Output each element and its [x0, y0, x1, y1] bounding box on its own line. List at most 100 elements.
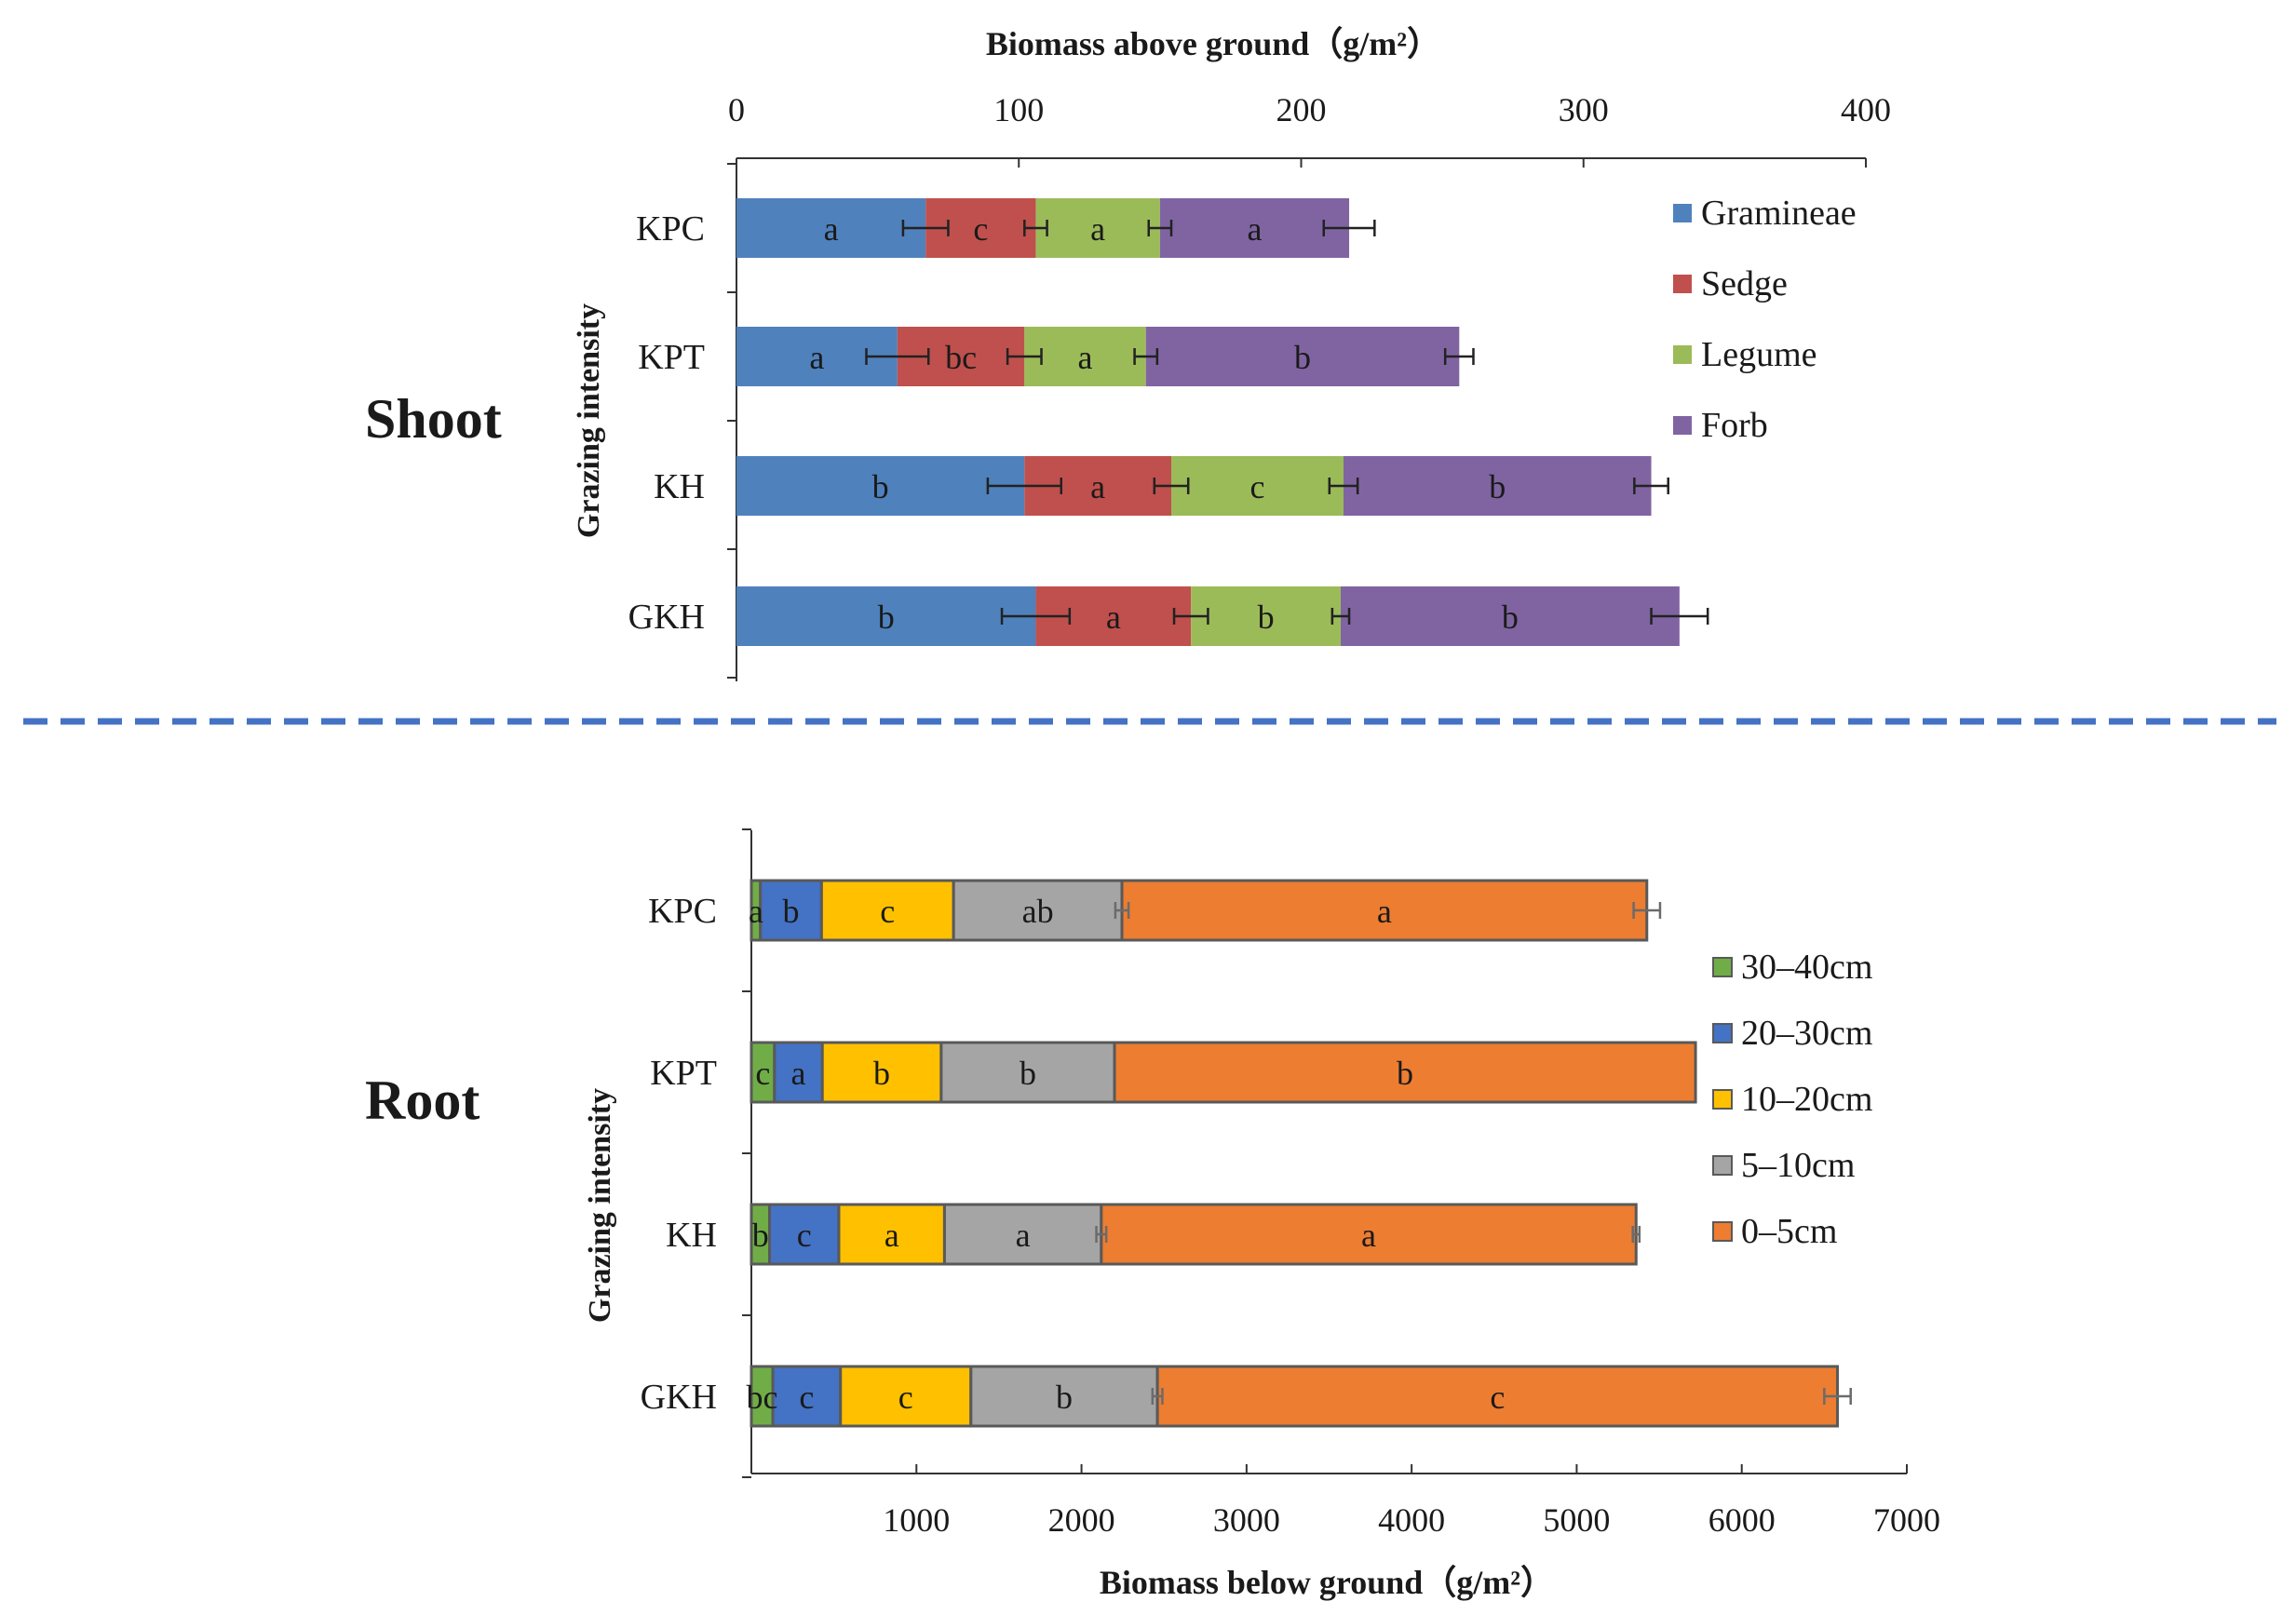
shoot-legend-swatch — [1673, 204, 1692, 222]
root-legend-item: 10–20cm — [1712, 1080, 1872, 1119]
shoot-x-ticks: 0 100 200 300 400 — [728, 91, 1891, 168]
shoot-legend-item: Legume — [1673, 335, 1817, 374]
shoot-significance-letter: b — [1489, 468, 1506, 505]
shoot-error-bar — [1000, 608, 1072, 625]
shoot-significance-letter: a — [1090, 468, 1105, 505]
shoot-error-bar — [1633, 478, 1669, 494]
shoot-bar-segment — [1340, 586, 1680, 646]
shoot-x-tick-label: 0 — [728, 91, 745, 128]
root-legend-label: 10–20cm — [1741, 1080, 1872, 1119]
root-error-bar — [1151, 1388, 1164, 1405]
shoot-category-label: KH — [654, 467, 705, 506]
root-significance-letter: b — [1056, 1379, 1073, 1416]
root-y-axis-title: Grazing intensity — [583, 1088, 617, 1323]
shoot-error-bar — [1330, 608, 1351, 625]
shoot-legend-swatch — [1673, 345, 1692, 364]
root-category-label: KH — [666, 1216, 717, 1255]
root-x-tick-label: 4000 — [1378, 1501, 1445, 1539]
shoot-category-label: KPC — [636, 209, 705, 249]
root-legend-swatch — [1712, 1023, 1733, 1043]
shoot-significance-letter: b — [872, 468, 889, 505]
shoot-significance-letter: c — [973, 210, 988, 248]
shoot-legend-label: Forb — [1701, 406, 1768, 445]
root-significance-letter: c — [799, 1379, 814, 1416]
root-x-tick-label: 1000 — [883, 1501, 950, 1539]
root-bar-segment — [839, 1365, 973, 1428]
shoot-category-label: KPT — [638, 338, 705, 377]
root-x-ticks: 1000 2000 3000 4000 5000 6000 7000 — [883, 1464, 1940, 1539]
root-category-label: GKH — [641, 1378, 717, 1417]
shoot-bar-segment — [1024, 327, 1146, 386]
root-bar-segment — [942, 1203, 1103, 1266]
root-x-tick-label: 7000 — [1873, 1501, 1940, 1539]
shoot-significance-letter: b — [1258, 599, 1275, 636]
shoot-bar-segment — [736, 456, 1025, 516]
shoot-bar-segment — [1159, 198, 1350, 258]
root-significance-letter: bc — [747, 1379, 778, 1416]
root-significance-letter: a — [1016, 1217, 1031, 1254]
root-bar-segment — [759, 879, 823, 942]
root-legend-item: 0–5cm — [1712, 1212, 1837, 1251]
shoot-x-axis-title: Biomass above ground（g/m²） — [986, 25, 1440, 62]
root-significance-letter: a — [791, 1055, 806, 1092]
shoot-error-bar — [1147, 220, 1173, 236]
shoot-x-tick-label: 200 — [1276, 91, 1327, 128]
shoot-x-tick-label: 400 — [1841, 91, 1891, 128]
root-category-label: KPT — [650, 1054, 717, 1093]
shoot-error-bar — [1322, 220, 1376, 236]
shoot-bars: a c a a a bc a b b a c b b a b b — [736, 198, 1709, 646]
shoot-legend-swatch — [1673, 275, 1692, 293]
shoot-significance-letter: b — [1294, 339, 1311, 376]
root-x-axis-title: Biomass below ground（g/m²） — [1100, 1564, 1554, 1601]
root-category-label: KPC — [648, 892, 717, 931]
root-x-tick-label: 2000 — [1048, 1501, 1115, 1539]
root-significance-letter: b — [752, 1217, 769, 1254]
shoot-y-axis-title: Grazing intensity — [572, 303, 606, 538]
shoot-bar-segment — [736, 586, 1036, 646]
shoot-legend: Gramineae Sedge Legume Forb — [1673, 194, 1857, 445]
shoot-legend-item: Gramineae — [1673, 194, 1857, 233]
shoot-legend-item: Sedge — [1673, 264, 1788, 303]
root-significance-letter: a — [749, 893, 763, 930]
root-legend-label: 20–30cm — [1741, 1014, 1872, 1053]
root-significance-letter: a — [1377, 893, 1392, 930]
shoot-significance-letter: a — [1247, 210, 1262, 248]
shoot-x-tick-label: 300 — [1559, 91, 1609, 128]
root-legend-item: 5–10cm — [1712, 1146, 1855, 1185]
root-legend-item: 20–30cm — [1712, 1014, 1872, 1053]
shoot-bar-segment — [1035, 198, 1160, 258]
shoot-significance-letter: a — [809, 339, 824, 376]
shoot-chart: Biomass above ground（g/m²） Grazing inten… — [572, 25, 1891, 681]
root-error-bar — [1095, 1226, 1108, 1243]
shoot-significance-letter: a — [1106, 599, 1121, 636]
root-legend-swatch — [1712, 1221, 1733, 1242]
shoot-error-bar — [865, 348, 930, 365]
root-significance-letter: c — [797, 1217, 812, 1254]
shoot-y-ticks: KPC KPT KH GKH — [628, 163, 736, 679]
shoot-significance-letter: a — [1090, 210, 1105, 248]
root-significance-letter: c — [755, 1055, 770, 1092]
shoot-significance-letter: b — [878, 599, 895, 636]
root-bar-segment — [969, 1365, 1159, 1428]
shoot-bar-segment — [1191, 586, 1341, 646]
shoot-bar-segment — [1343, 456, 1652, 516]
root-chart: Biomass below ground（g/m²） Grazing inten… — [583, 828, 1940, 1601]
root-bar-segment — [1100, 1203, 1638, 1266]
shoot-significance-letter: bc — [945, 339, 977, 376]
shoot-error-bar — [1133, 348, 1159, 365]
root-significance-letter: b — [1020, 1055, 1036, 1092]
root-significance-letter: b — [783, 893, 800, 930]
root-bar-segment — [768, 1203, 841, 1266]
shoot-legend-label: Sedge — [1701, 264, 1788, 303]
root-legend-swatch — [1712, 957, 1733, 977]
root-significance-letter: a — [1361, 1217, 1376, 1254]
shoot-legend-item: Forb — [1673, 406, 1768, 445]
root-significance-letter: c — [1490, 1379, 1505, 1416]
shoot-panel-title: Shoot — [365, 388, 502, 450]
shoot-significance-letter: a — [824, 210, 839, 248]
shoot-error-bar — [986, 478, 1062, 494]
root-bar-segment — [820, 1041, 943, 1104]
root-significance-letter: c — [898, 1379, 913, 1416]
shoot-error-bar — [1153, 478, 1190, 494]
